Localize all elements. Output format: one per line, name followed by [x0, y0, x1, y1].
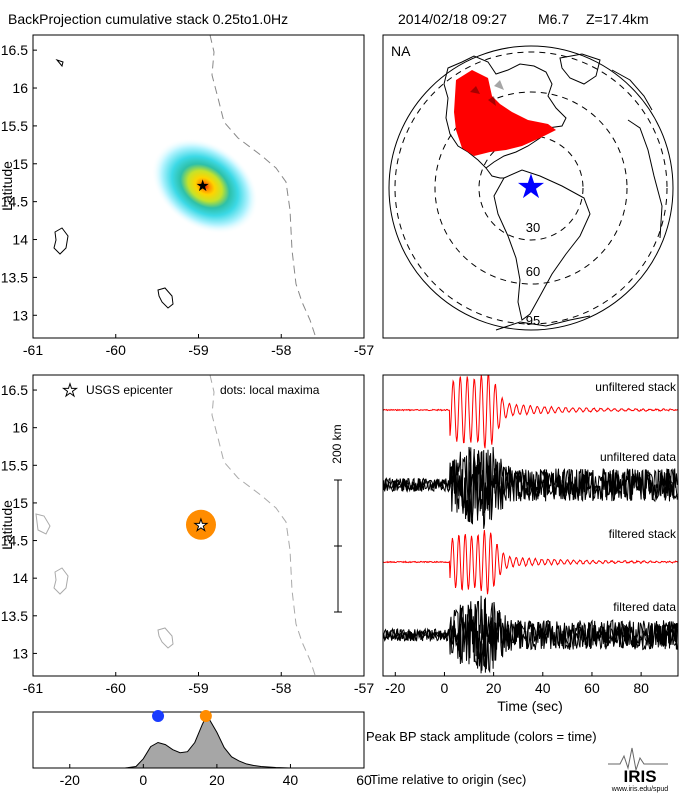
- island-north: [57, 60, 63, 66]
- x-tick-label: -20: [385, 680, 405, 696]
- peak-dot: [152, 710, 164, 722]
- x-tick-label: -60: [106, 342, 126, 358]
- ring-label-60: 60: [526, 264, 540, 279]
- x-tick-label: 60: [584, 680, 600, 696]
- bp-map-bottom: ★ ★ USGS epicenter dots: local maxima 20…: [0, 375, 374, 696]
- ring-label-30: 30: [526, 220, 540, 235]
- label-unfiltered-stack: unfiltered stack: [595, 380, 677, 394]
- x-tick-label: -61: [23, 342, 43, 358]
- station-cluster: [454, 70, 556, 156]
- amplitude-xlabel: Time relative to origin (sec): [370, 772, 526, 787]
- scale-label: 200 km: [330, 424, 344, 463]
- y-axis-label: Latitude: [0, 161, 15, 211]
- y-tick-label: 15.5: [1, 457, 28, 473]
- iris-logo-text: IRIS: [623, 767, 656, 786]
- x-tick-label: 20: [486, 680, 502, 696]
- x-tick-label: -60: [106, 680, 126, 696]
- x-tick-label: 0: [139, 772, 147, 788]
- ring-label-95: 95: [526, 313, 540, 328]
- x-tick-label: -20: [60, 772, 80, 788]
- island-martinique: [54, 228, 68, 254]
- x-tick-label: -58: [271, 342, 291, 358]
- label-filtered-data: filtered data: [613, 600, 676, 614]
- legend-star-icon: ★: [62, 381, 77, 400]
- y-tick-label: 13.5: [1, 269, 28, 285]
- y-axis-label: Latitude: [0, 500, 15, 550]
- boundary-line: [210, 375, 316, 678]
- y-tick-label: 14: [12, 232, 28, 248]
- epicenter-star-icon: ★: [195, 178, 209, 195]
- peak-dot: [200, 710, 212, 722]
- x-tick-label: -59: [188, 342, 208, 358]
- amplitude-ylabel: Peak BP stack amplitude (colors = time): [366, 729, 597, 744]
- globe-epicenter-star-icon: ★: [516, 168, 546, 206]
- y-tick-label: 13.5: [1, 608, 28, 624]
- traces-panel: unfiltered stack unfiltered data filtere…: [383, 372, 678, 714]
- iris-logo: IRIS www.iris.edu/spud: [608, 748, 668, 793]
- island-dominica: [36, 514, 50, 534]
- x-tick-label: 0: [441, 680, 449, 696]
- africa-coast: [628, 120, 662, 238]
- network-label: NA: [391, 43, 411, 59]
- label-filtered-stack: filtered stack: [609, 527, 677, 541]
- y-tick-label: 13: [12, 307, 28, 323]
- figure-title: BackProjection cumulative stack 0.25to1.…: [8, 11, 288, 27]
- figure: BackProjection cumulative stack 0.25to1.…: [0, 0, 686, 793]
- event-magnitude: M6.7: [538, 11, 569, 27]
- legend-epicenter: USGS epicenter: [86, 383, 173, 397]
- x-tick-label: 40: [283, 772, 299, 788]
- peak-amplitude-chart: -20 0 20 40 60 Peak BP stack amplitude (colo…: [33, 710, 597, 788]
- y-tick-label: 16: [12, 80, 28, 96]
- x-tick-label: -57: [354, 680, 374, 696]
- bp-map-top: ★ -61 -60 -59 -58 -57 13 13.5 14 14.5 15 15.5 16 16…: [0, 35, 374, 358]
- label-unfiltered-data: unfiltered data: [600, 450, 676, 464]
- x-axis-label: Time (sec): [497, 698, 563, 714]
- iris-logo-url: www.iris.edu/spud: [611, 786, 669, 793]
- x-tick-label: -57: [354, 342, 374, 358]
- island-barbados: [158, 288, 173, 308]
- x-tick-label: -61: [23, 680, 43, 696]
- x-tick-label: -59: [188, 680, 208, 696]
- y-tick-label: 16.5: [1, 42, 28, 58]
- y-tick-label: 16.5: [1, 382, 28, 398]
- x-tick-label: 40: [535, 680, 551, 696]
- legend-dots: dots: local maxima: [220, 383, 320, 397]
- y-tick-label: 13: [12, 645, 28, 661]
- island-martinique: [54, 568, 68, 594]
- globe: ★ 30 60 95 NA: [383, 35, 678, 338]
- island-barbados: [158, 628, 173, 648]
- y-tick-label: 15.5: [1, 118, 28, 134]
- y-tick-label: 16: [12, 420, 28, 436]
- event-datetime: 2014/02/18 09:27: [398, 11, 507, 27]
- x-tick-label: 20: [209, 772, 225, 788]
- greenland-coast: [560, 54, 600, 84]
- x-tick-label: 80: [633, 680, 649, 696]
- central-america-coast: [486, 168, 504, 178]
- usgs-epicenter-star-icon: ★: [194, 518, 208, 535]
- event-depth: Z=17.4km: [586, 11, 649, 27]
- amplitude-area: [33, 717, 364, 768]
- y-tick-label: 14: [12, 570, 28, 586]
- x-tick-label: -58: [271, 680, 291, 696]
